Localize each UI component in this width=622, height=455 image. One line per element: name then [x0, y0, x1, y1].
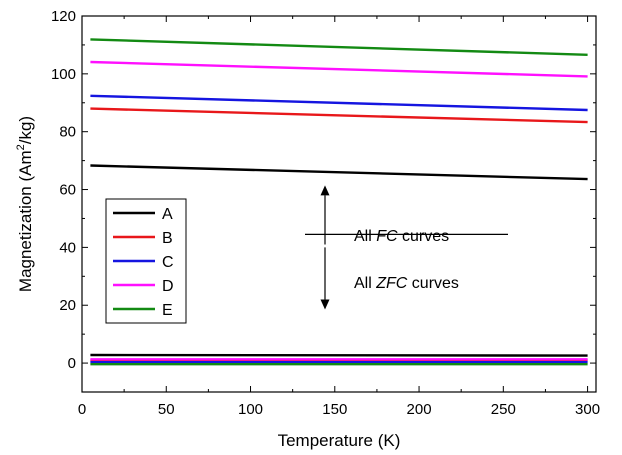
x-tick-label: 300: [575, 401, 600, 418]
axis-ticks: 0 50 100 150 200 250 300 0 20 40 60 80 100 120: [51, 8, 600, 418]
x-axis-label: Temperature (K): [278, 431, 401, 450]
series-d-fc-curve: [90, 60, 588, 78]
annotation-fc-text: All FC curves: [354, 228, 449, 245]
series-a-zfc-curve: [90, 353, 588, 357]
y-tick-label: 20: [59, 297, 76, 314]
y-tick-label: 100: [51, 66, 76, 83]
x-tick-label: 50: [158, 401, 175, 418]
arrow-up-head-icon: [320, 185, 330, 196]
x-tick-label: 150: [322, 401, 347, 418]
arrow-down-head-icon: [320, 299, 330, 310]
plot-frame: [81, 15, 597, 393]
annotation-zfc-text: All ZFC curves: [354, 275, 459, 292]
y-tick-label: 0: [68, 355, 76, 372]
x-tick-label: 200: [407, 401, 432, 418]
series-b-fc-curve: [90, 107, 588, 124]
y-tick-label: 80: [59, 124, 76, 141]
annotation: All FC curves All ZFC curves: [305, 185, 508, 310]
x-tick-label: 100: [238, 401, 263, 418]
legend-label-d: D: [162, 278, 174, 295]
legend-label-e: E: [162, 302, 173, 319]
legend-label-c: C: [162, 254, 174, 271]
x-tick-label: 0: [78, 401, 86, 418]
series-a-fc-curve: [90, 164, 588, 181]
legend-label-b: B: [162, 230, 173, 247]
y-tick-label: 40: [59, 239, 76, 256]
series-c-fc-curve: [90, 94, 588, 112]
curves-layer: [90, 38, 588, 366]
y-tick-label: 120: [51, 8, 76, 25]
y-axis-label: Magnetization (Am2/kg): [15, 116, 35, 292]
legend-label-a: A: [162, 206, 173, 223]
series-e-fc-curve: [90, 38, 588, 56]
y-tick-label: 60: [59, 182, 76, 199]
x-tick-label: 250: [491, 401, 516, 418]
